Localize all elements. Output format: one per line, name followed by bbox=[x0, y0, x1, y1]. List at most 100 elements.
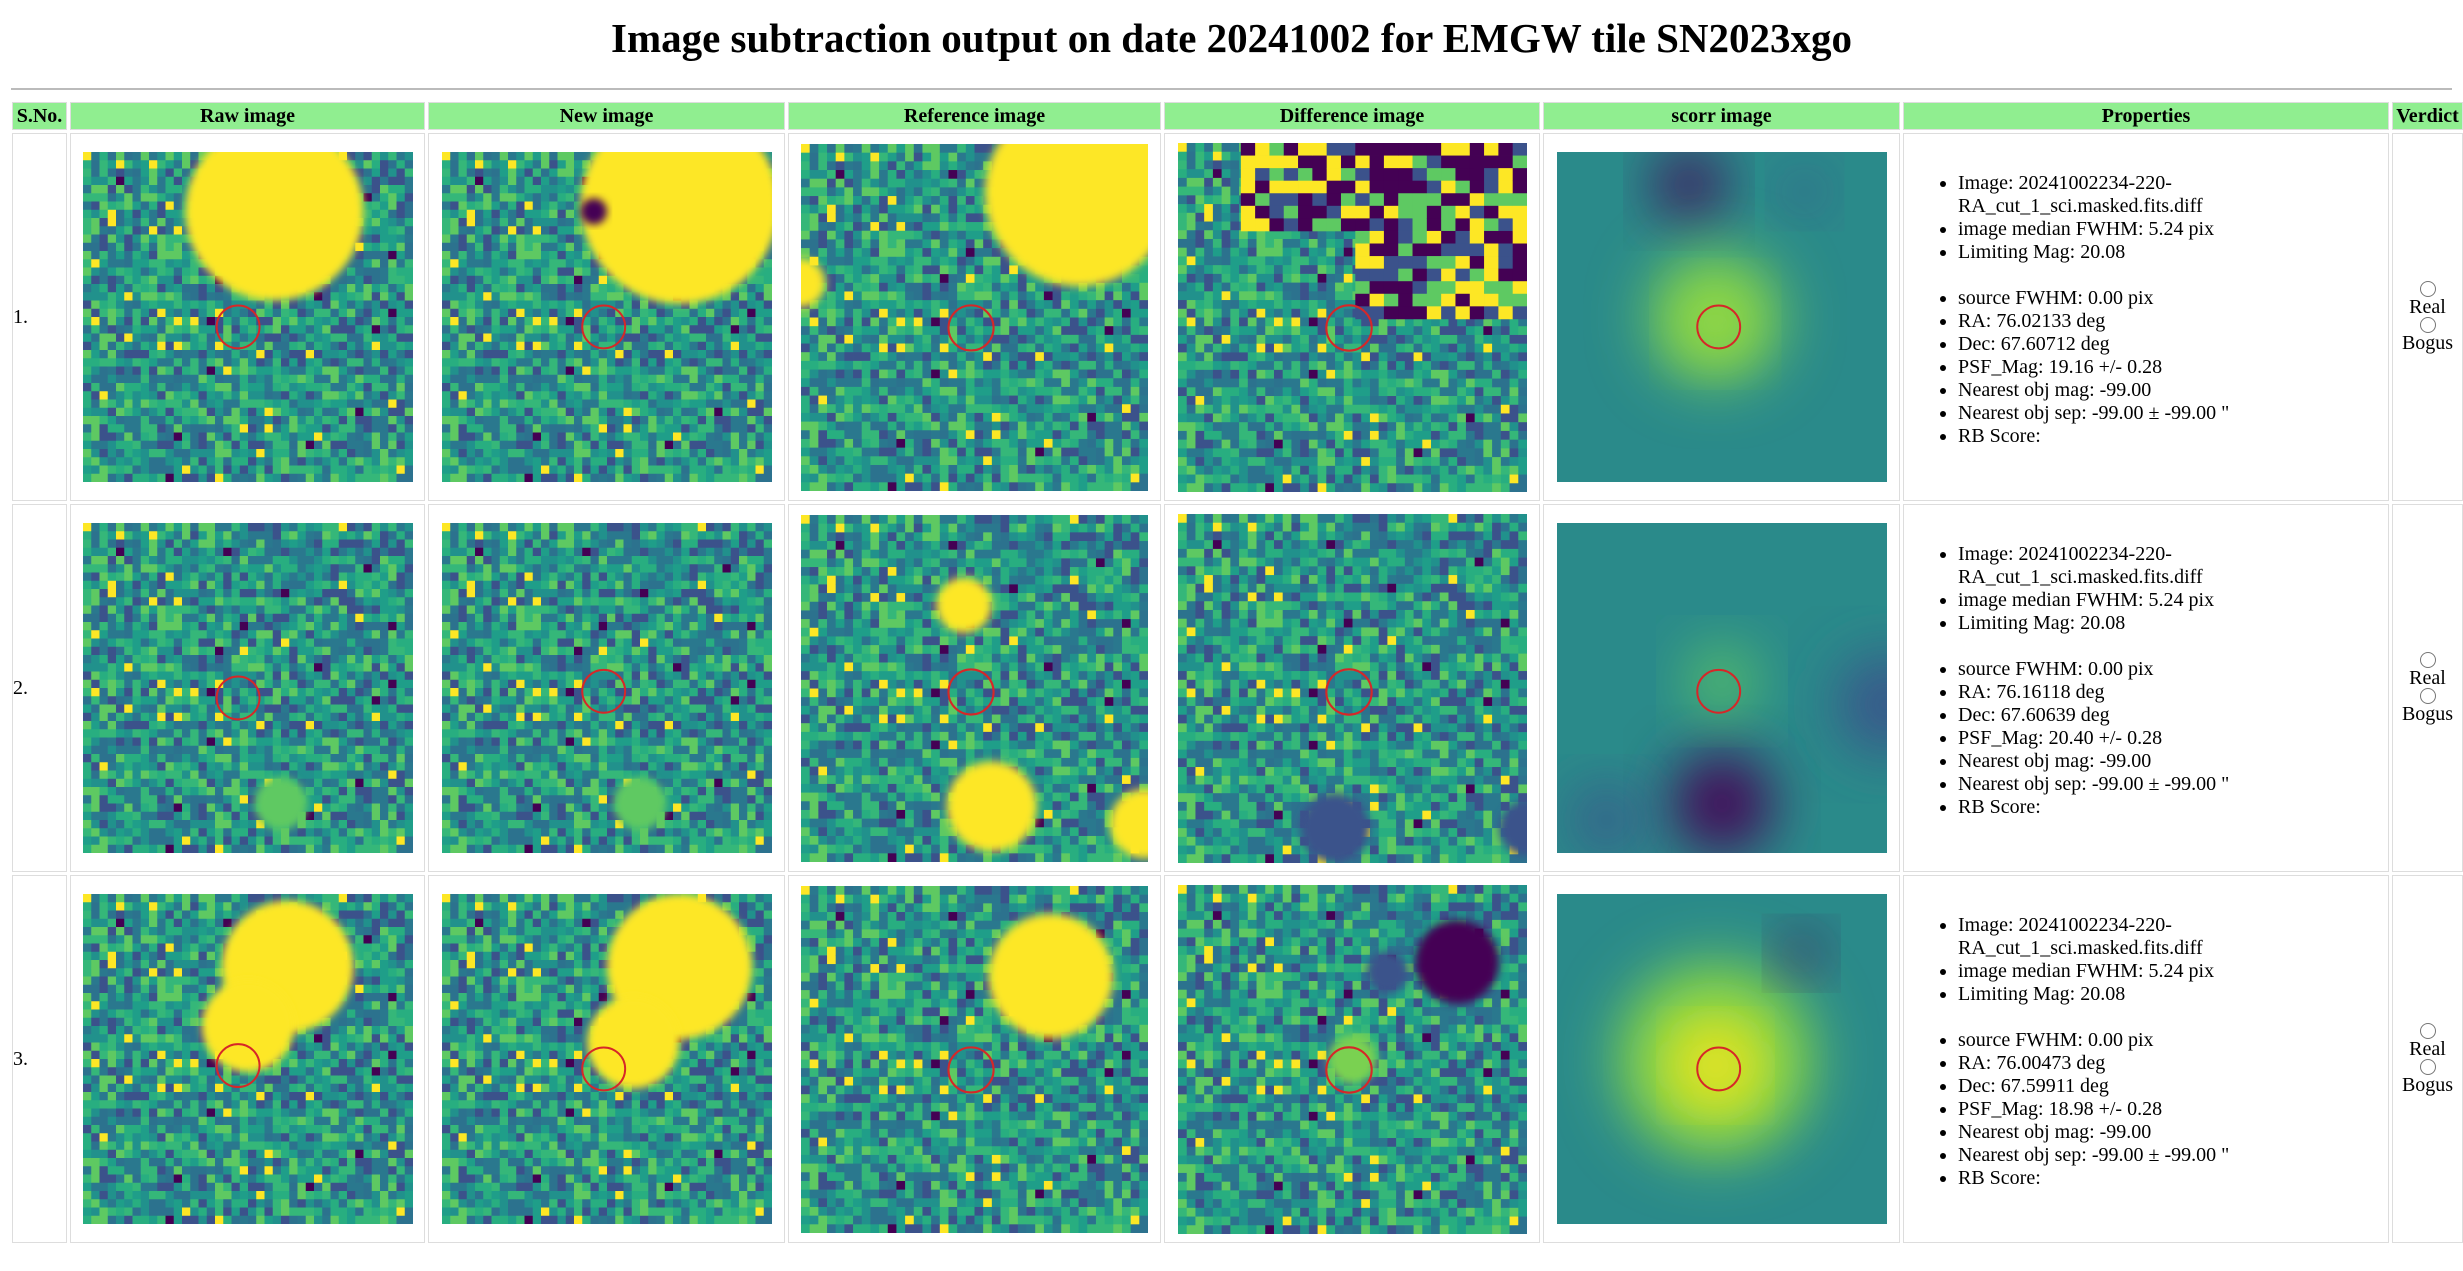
diff-pixel bbox=[1512, 243, 1527, 256]
properties-list: source FWHM: 0.00 pixRA: 76.00473 degDec… bbox=[1904, 1029, 2388, 1190]
diff-pixel bbox=[1440, 205, 1456, 219]
column-header: scorr image bbox=[1543, 102, 1900, 130]
cutout-image bbox=[1556, 894, 1887, 1224]
diff-pixel bbox=[1483, 268, 1499, 282]
diff-pixel bbox=[1412, 167, 1427, 181]
diff-pixel bbox=[1412, 217, 1427, 231]
diff-pixel bbox=[1497, 280, 1513, 294]
image-blob bbox=[1780, 933, 1821, 974]
verdict-radio[interactable] bbox=[2419, 281, 2436, 297]
image-blob bbox=[184, 152, 363, 301]
diff-pixel bbox=[1426, 180, 1441, 194]
diff-pixel bbox=[1497, 155, 1513, 168]
diff-pixel bbox=[1397, 280, 1413, 294]
image-blob bbox=[1327, 1034, 1377, 1084]
diff-pixel bbox=[1326, 180, 1341, 194]
diff-pixel bbox=[1326, 192, 1341, 206]
property: PSF_Mag: 20.40 +/- 0.28 bbox=[1958, 727, 2388, 750]
diff-pixel bbox=[1454, 192, 1470, 206]
image-cell bbox=[70, 133, 425, 501]
verdict-radio[interactable] bbox=[2419, 652, 2436, 668]
image-blob bbox=[1837, 655, 1887, 754]
diff-pixel bbox=[1354, 230, 1370, 244]
column-header: New image bbox=[428, 102, 785, 130]
diff-pixel bbox=[1512, 230, 1527, 244]
target-marker bbox=[1695, 668, 1741, 714]
diff-pixel bbox=[1426, 205, 1441, 219]
verdict-cell: Real Bogus bbox=[2392, 504, 2463, 872]
diff-pixel bbox=[1454, 230, 1470, 244]
table-body: 1. Image: 20241002234-220-RA_cut_1_sci.ma… bbox=[12, 133, 2463, 1243]
diff-pixel bbox=[1369, 205, 1384, 219]
diff-pixel bbox=[1397, 155, 1413, 168]
verdict-label[interactable]: Bogus bbox=[2401, 1074, 2454, 1096]
diff-pixel bbox=[1512, 180, 1527, 194]
diff-pixel bbox=[1369, 268, 1384, 282]
image-blob bbox=[946, 760, 1037, 852]
diff-pixel bbox=[1412, 293, 1427, 307]
property: RA: 76.02133 deg bbox=[1958, 310, 2388, 333]
image-blob bbox=[201, 979, 294, 1073]
diff-pixel bbox=[1454, 268, 1470, 282]
diff-pixel bbox=[1512, 167, 1527, 181]
property: source FWHM: 0.00 pix bbox=[1958, 1029, 2388, 1052]
property: Image: 20241002234-220-RA_cut_1_sci.mask… bbox=[1958, 172, 2388, 218]
diff-pixel bbox=[1469, 293, 1484, 307]
property: Limiting Mag: 20.08 bbox=[1958, 241, 2388, 264]
header-row: S.No. Raw image New image Reference image Di… bbox=[12, 102, 2463, 130]
verdict-radio[interactable] bbox=[2419, 317, 2436, 333]
property: Limiting Mag: 20.08 bbox=[1958, 983, 2388, 1006]
diff-pixel bbox=[1497, 293, 1513, 307]
diff-pixel bbox=[1412, 305, 1427, 319]
diff-pixel bbox=[1397, 243, 1413, 256]
image-blob bbox=[1655, 152, 1722, 218]
target-marker bbox=[215, 675, 261, 721]
verdict-label[interactable]: Real bbox=[2409, 296, 2446, 318]
diff-pixel bbox=[1497, 205, 1513, 219]
diff-pixel bbox=[1440, 230, 1456, 244]
verdict-radio[interactable] bbox=[2419, 1023, 2436, 1039]
diff-pixel bbox=[1412, 255, 1427, 269]
diff-pixel bbox=[1483, 192, 1499, 206]
diff-pixel bbox=[1326, 155, 1341, 168]
diff-pixel bbox=[1454, 180, 1470, 194]
diff-pixel bbox=[1268, 142, 1284, 156]
target-marker bbox=[215, 304, 261, 350]
diff-pixel bbox=[1412, 243, 1427, 256]
diff-pixel bbox=[1454, 217, 1470, 231]
property: Nearest obj mag: -99.00 bbox=[1958, 1121, 2388, 1144]
diff-pixel bbox=[1412, 230, 1427, 244]
diff-pixel bbox=[1354, 180, 1370, 194]
column-header: Raw image bbox=[70, 102, 425, 130]
diff-pixel bbox=[1483, 280, 1499, 294]
diff-pixel bbox=[1483, 180, 1499, 194]
diff-pixel bbox=[1254, 167, 1270, 181]
column-header: S.No. bbox=[12, 102, 67, 130]
verdict-label[interactable]: Real bbox=[2409, 667, 2446, 689]
diff-pixel bbox=[1440, 255, 1456, 269]
image-cell bbox=[428, 875, 785, 1243]
diff-pixel bbox=[1383, 142, 1399, 156]
diff-pixel bbox=[1311, 180, 1327, 194]
diff-pixel bbox=[1440, 180, 1456, 194]
diff-pixel bbox=[1283, 217, 1298, 231]
property: Dec: 67.60712 deg bbox=[1958, 333, 2388, 356]
diff-pixel bbox=[1440, 305, 1456, 319]
cutout-image bbox=[801, 143, 1148, 491]
diff-pixel bbox=[1483, 217, 1499, 231]
diff-pixel bbox=[1297, 192, 1313, 206]
diff-pixel bbox=[1397, 217, 1413, 231]
verdict-label[interactable]: Bogus bbox=[2401, 703, 2454, 725]
verdict-radio[interactable] bbox=[2419, 688, 2436, 704]
verdict-radio[interactable] bbox=[2419, 1059, 2436, 1075]
diff-pixel bbox=[1383, 217, 1399, 231]
property: RB Score: bbox=[1958, 1167, 2388, 1190]
image-blob bbox=[984, 143, 1148, 286]
diff-pixel bbox=[1497, 230, 1513, 244]
verdict-label[interactable]: Bogus bbox=[2401, 332, 2454, 354]
diff-pixel bbox=[1469, 243, 1484, 256]
verdict-label[interactable]: Real bbox=[2409, 1038, 2446, 1060]
diff-pixel bbox=[1412, 142, 1427, 156]
diff-pixel bbox=[1469, 305, 1484, 319]
diff-pixel bbox=[1297, 217, 1313, 231]
